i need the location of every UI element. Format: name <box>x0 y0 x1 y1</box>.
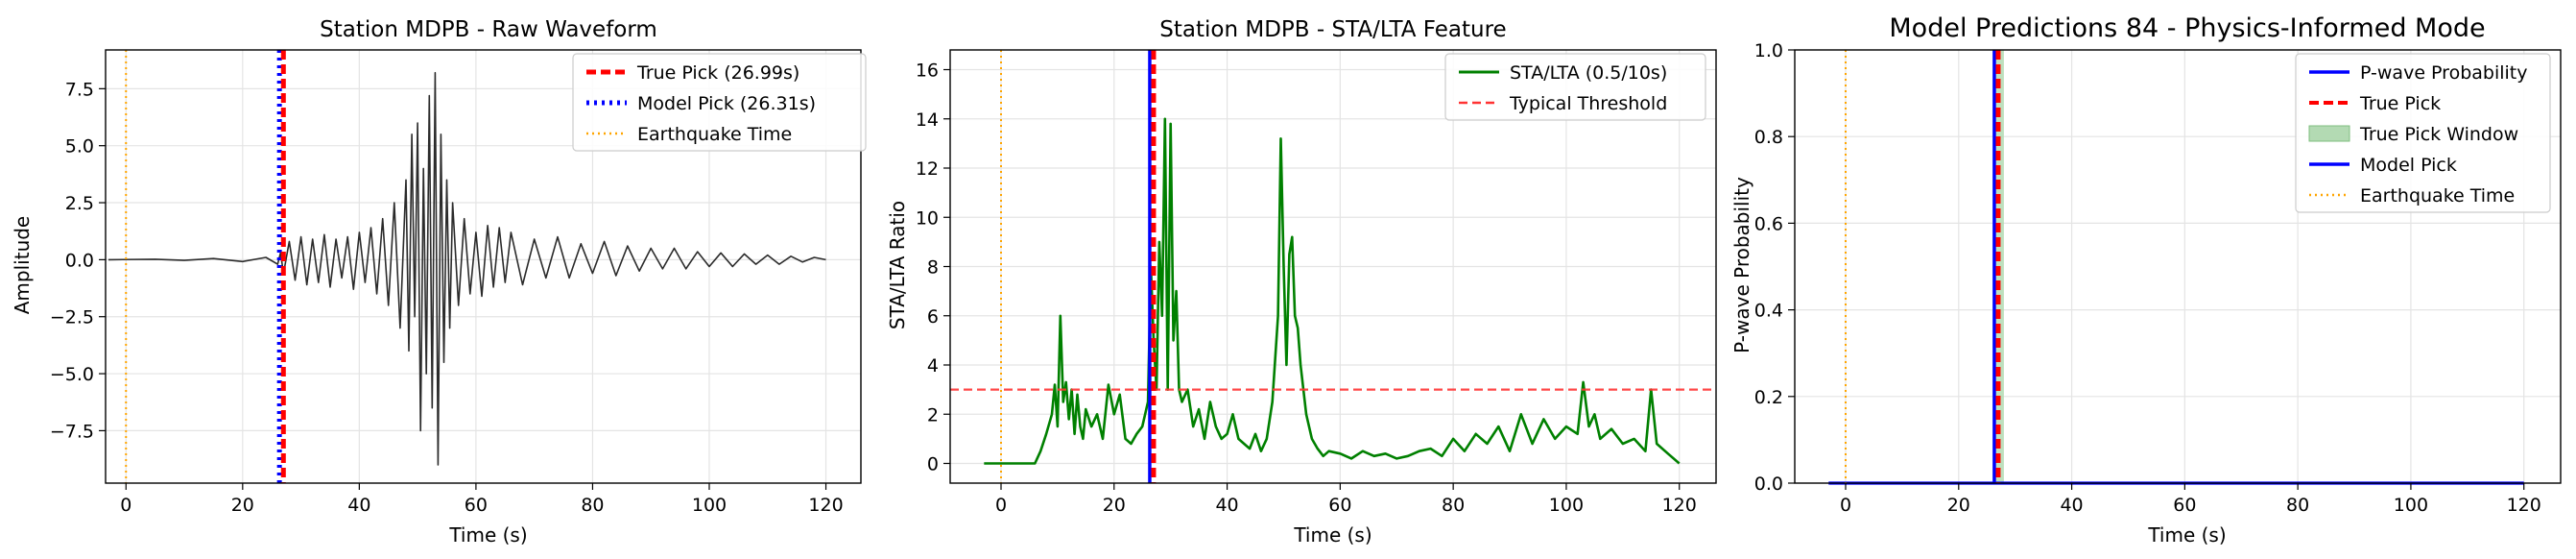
x-tick-label: 100 <box>692 495 727 516</box>
legend-box <box>2295 53 2551 213</box>
x-tick-label: 80 <box>2286 495 2309 516</box>
panel-title: Model Predictions 84 - Physics-Informed … <box>1889 13 2485 43</box>
legend: True Pick (26.99s) Model Pick (26.31s) E… <box>572 53 867 152</box>
y-tick-label: 0.2 <box>1754 387 1783 408</box>
y-tick-label: 0.8 <box>1754 127 1783 148</box>
legend-box <box>572 53 867 152</box>
x-tick-label: 0 <box>1840 495 1851 516</box>
y-tick-label: 5.0 <box>65 136 94 158</box>
x-tick-label: 60 <box>465 495 488 516</box>
legend-label: STA/LTA (0.5/10s) <box>1510 62 1667 84</box>
y-tick-label: −5.0 <box>50 364 94 385</box>
y-tick-label: 0.4 <box>1754 301 1783 322</box>
axes-frame <box>1794 49 2562 484</box>
y-tick-label: 10 <box>916 207 939 229</box>
y-tick-label: 16 <box>916 61 939 82</box>
legend-box <box>1444 53 1706 121</box>
y-tick-label: 0 <box>927 454 939 475</box>
y-tick-label: 12 <box>916 158 939 180</box>
y-tick-label: 2 <box>927 404 939 425</box>
panel-title: Station MDPB - Raw Waveform <box>320 17 657 42</box>
x-tick-label: 60 <box>1328 495 1351 516</box>
legend-label: Earthquake Time <box>2360 185 2515 207</box>
x-tick-label: 20 <box>1103 495 1126 516</box>
y-tick-label: 7.5 <box>65 79 94 100</box>
x-tick-label: 20 <box>231 495 254 516</box>
x-tick-label: 120 <box>2507 495 2541 516</box>
panel-sta-lta: Station MDPB - STA/LTA Feature 0 20 40 60 80… <box>886 17 1717 547</box>
x-tick-label: 80 <box>581 495 604 516</box>
x-tick-label: 40 <box>347 495 370 516</box>
x-tick-label: 40 <box>1215 495 1238 516</box>
y-tick-label: 14 <box>916 109 939 131</box>
x-tick-label: 40 <box>2060 495 2083 516</box>
legend: STA/LTA (0.5/10s) Typical Threshold <box>1444 53 1706 121</box>
legend-label: P-wave Probability <box>2360 62 2528 84</box>
legend-swatch-window <box>2308 125 2350 142</box>
legend-label: Earthquake Time <box>637 124 792 145</box>
y-tick-label: 8 <box>927 257 939 279</box>
x-axis-label: Time (s) <box>2147 523 2226 547</box>
legend-label: True Pick <box>2359 93 2441 114</box>
x-tick-label: 120 <box>1662 495 1697 516</box>
sta-lta-line <box>984 117 1681 465</box>
y-tick-label: −2.5 <box>50 307 94 328</box>
y-axis-label: Amplitude <box>11 216 34 315</box>
panel-model-predictions: Model Predictions 84 - Physics-Informed … <box>1730 13 2562 547</box>
y-tick-label: 0.6 <box>1754 213 1783 234</box>
legend-label: Model Pick (26.31s) <box>637 93 816 114</box>
y-tick-label: 4 <box>927 355 939 377</box>
legend-label: Model Pick <box>2360 155 2457 176</box>
y-tick-label: 0.0 <box>65 250 94 271</box>
y-axis-label: P-wave Probability <box>1730 177 1753 353</box>
legend-label: True Pick Window <box>2359 124 2518 145</box>
y-axis-label: STA/LTA Ratio <box>886 201 909 329</box>
y-tick-label: 0.0 <box>1754 474 1783 495</box>
y-tick-label: 6 <box>927 306 939 328</box>
x-tick-label: 0 <box>120 495 131 516</box>
y-tick-label: 1.0 <box>1754 40 1783 61</box>
x-tick-label: 60 <box>2173 495 2196 516</box>
waveform-line <box>107 71 826 466</box>
legend: P-wave Probability True Pick True Pick W… <box>2295 53 2551 213</box>
x-tick-label: 20 <box>1947 495 1970 516</box>
x-tick-label: 100 <box>1549 495 1584 516</box>
x-axis-label: Time (s) <box>448 523 527 547</box>
axes-frame <box>105 49 862 484</box>
x-tick-label: 120 <box>808 495 843 516</box>
x-tick-label: 80 <box>1442 495 1465 516</box>
panel-title: Station MDPB - STA/LTA Feature <box>1159 17 1506 42</box>
x-tick-label: 0 <box>995 495 1007 516</box>
legend-label: True Pick (26.99s) <box>636 62 799 84</box>
x-tick-label: 100 <box>2394 495 2428 516</box>
legend-label: Typical Threshold <box>1509 93 1667 114</box>
y-tick-label: 2.5 <box>65 193 94 214</box>
y-tick-label: −7.5 <box>50 421 94 442</box>
panel-raw-waveform: Station MDPB - Raw Waveform 0 20 40 60 80 100… <box>11 17 867 547</box>
x-axis-label: Time (s) <box>1293 523 1371 547</box>
